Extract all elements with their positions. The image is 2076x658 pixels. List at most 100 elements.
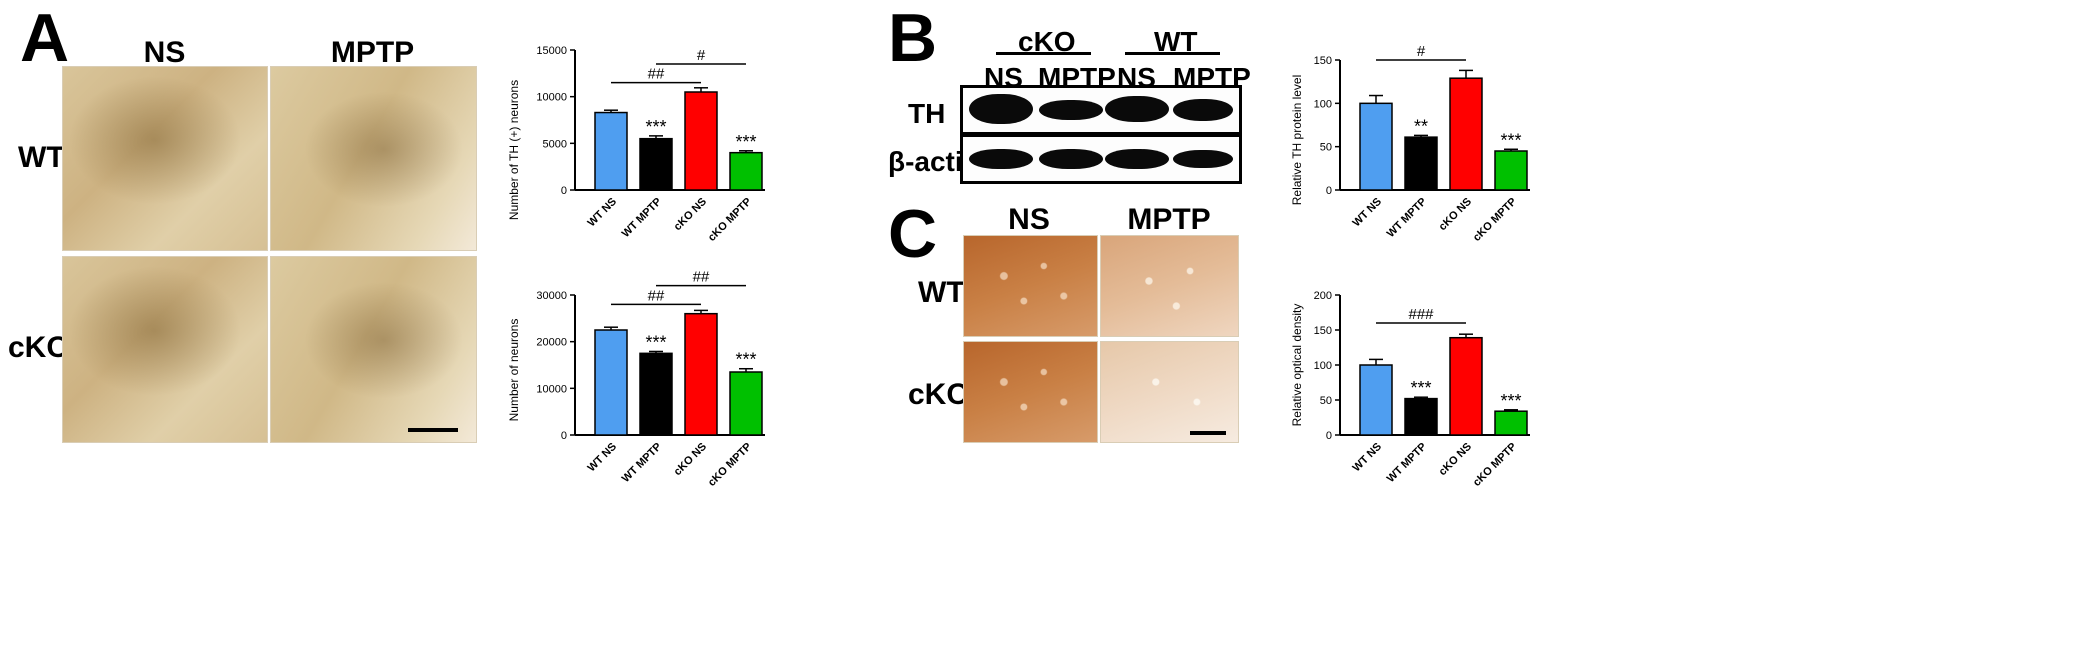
bar-cko-mptp (729, 371, 763, 436)
actin-band-1 (969, 149, 1033, 169)
chart-th-protein: 0 50 100 150 WT NS ** WT MPTP cKO NS *** cKO MPTP… (1290, 43, 1530, 244)
y-tick-label: 150 (1314, 55, 1332, 67)
panel-a-col-header-ns: NS (143, 36, 186, 69)
y-tick-label: 50 (1320, 142, 1332, 154)
y-tick-label: 30000 (536, 290, 567, 302)
plot-area: 0 10000 20000 30000 WT NS *** WT MPTP cKO NS ***… (536, 270, 765, 489)
y-tick-label: 0 (561, 185, 567, 197)
x-tick-label: WT MPTP (1385, 196, 1429, 240)
blot-group-cko-line (996, 52, 1091, 55)
panel-letter-c: C (888, 196, 938, 272)
x-tick-label: cKO NS (1437, 196, 1474, 233)
panel-c-col-header-ns: NS (1008, 203, 1050, 236)
x-tick-label: WT NS (586, 196, 620, 230)
bar-wt-mptp (639, 352, 673, 436)
th-band-3 (1105, 96, 1169, 122)
x-tick-label: WT NS (1351, 196, 1385, 230)
bar-cko-mptp (1494, 410, 1528, 436)
comparison-label: ## (693, 270, 710, 286)
y-tick-label: 10000 (536, 383, 567, 395)
x-tick-label: WT MPTP (620, 196, 664, 240)
bar-wt-mptp (1404, 397, 1438, 436)
comparison-label: ## (648, 287, 665, 304)
x-tick-label: WT NS (1351, 441, 1385, 475)
x-tick-label: WT NS (586, 441, 620, 475)
scale-bar-a (408, 428, 458, 432)
blot-th (960, 85, 1242, 135)
bar-wt-mptp (1404, 136, 1438, 191)
actin-band-2 (1039, 149, 1103, 169)
blot-actin (960, 134, 1242, 184)
blot-group-cko: cKO (1018, 26, 1076, 57)
th-band-2 (1039, 100, 1103, 120)
significance-star: *** (645, 332, 666, 352)
chart-total-neurons: 0 10000 20000 30000 WT NS *** WT MPTP cKO NS ***… (507, 270, 765, 489)
micrograph-a-cko-mptp (270, 256, 477, 443)
panel-c-row-header-cko: cKO (908, 378, 970, 411)
micrograph-a-cko-ns (62, 256, 268, 443)
comparison-label: ### (1408, 306, 1434, 323)
comparison-label: # (697, 47, 706, 64)
y-tick-label: 200 (1314, 290, 1332, 302)
micrograph-c-cko-ns (963, 341, 1098, 443)
plot-area: 0 50 100 150 200 WT NS *** WT MPTP cKO NS *** cKO … (1314, 290, 1530, 489)
bar-wt-ns (1359, 102, 1393, 191)
x-tick-label: cKO NS (1437, 441, 1474, 478)
x-tick-label: cKO NS (672, 196, 709, 233)
x-tick-label: cKO MPTP (706, 441, 754, 489)
bar-cko-ns (1449, 77, 1483, 191)
comparison-label: # (1417, 43, 1426, 60)
th-band-1 (969, 94, 1033, 124)
panel-letter-a: A (20, 0, 70, 76)
panel-a-row-header-wt: WT (18, 141, 65, 174)
micrograph-a-wt-mptp (270, 66, 477, 251)
x-tick-label: cKO NS (672, 441, 709, 478)
bar-cko-ns (1449, 336, 1483, 436)
bar-wt-ns (1359, 364, 1393, 436)
actin-band-4 (1173, 150, 1233, 168)
bar-wt-mptp (639, 137, 673, 191)
y-tick-label: 50 (1320, 395, 1332, 407)
chart-th-neurons: 0 5000 10000 15000 WT NS *** WT MPTP cKO NS *** c… (507, 45, 765, 244)
micrograph-a-wt-ns (62, 66, 268, 251)
y-tick-label: 0 (1326, 430, 1332, 442)
panel-a-row-header-cko: cKO (8, 331, 70, 364)
micrograph-c-cko-mptp (1100, 341, 1239, 443)
y-tick-label: 10000 (536, 92, 567, 104)
bar-cko-ns (684, 312, 718, 436)
significance-star: *** (1410, 378, 1431, 398)
y-tick-label: 0 (561, 430, 567, 442)
y-tick-label: 0 (1326, 185, 1332, 197)
significance-star: *** (735, 350, 756, 370)
panel-c-col-header-mptp: MPTP (1127, 203, 1211, 236)
panel-letter-b: B (888, 0, 938, 76)
x-tick-label: cKO MPTP (1471, 441, 1519, 489)
panel-c-row-header-wt: WT (918, 276, 965, 309)
comparison-label: ## (648, 66, 665, 83)
y-axis-label: Relative TH protein level (1290, 75, 1304, 206)
y-tick-label: 150 (1314, 325, 1332, 337)
blot-group-wt-line (1125, 52, 1220, 55)
x-tick-label: WT MPTP (620, 441, 664, 485)
bar-wt-ns (594, 111, 628, 191)
y-tick-label: 5000 (543, 138, 567, 150)
bar-cko-ns (684, 91, 718, 191)
y-tick-label: 15000 (536, 45, 567, 57)
significance-star: *** (1500, 130, 1521, 150)
blot-row-th: TH (908, 98, 946, 129)
panel-a-col-header-mptp: MPTP (330, 36, 415, 69)
significance-star: *** (1500, 391, 1521, 411)
bar-cko-mptp (1494, 150, 1528, 191)
blot-group-wt: WT (1154, 26, 1198, 57)
x-tick-label: cKO MPTP (1471, 196, 1519, 244)
significance-star: ** (1414, 116, 1428, 136)
y-tick-label: 20000 (536, 337, 567, 349)
chart-optical-density: 0 50 100 150 200 WT NS *** WT MPTP cKO NS *** cKO … (1290, 290, 1530, 489)
x-tick-label: cKO MPTP (706, 196, 754, 244)
y-tick-label: 100 (1314, 360, 1332, 372)
bar-wt-ns (594, 329, 628, 436)
x-tick-label: WT MPTP (1385, 441, 1429, 485)
y-axis-label: Number of neurons (507, 319, 521, 422)
significance-star: *** (735, 132, 756, 152)
significance-star: *** (645, 117, 666, 137)
